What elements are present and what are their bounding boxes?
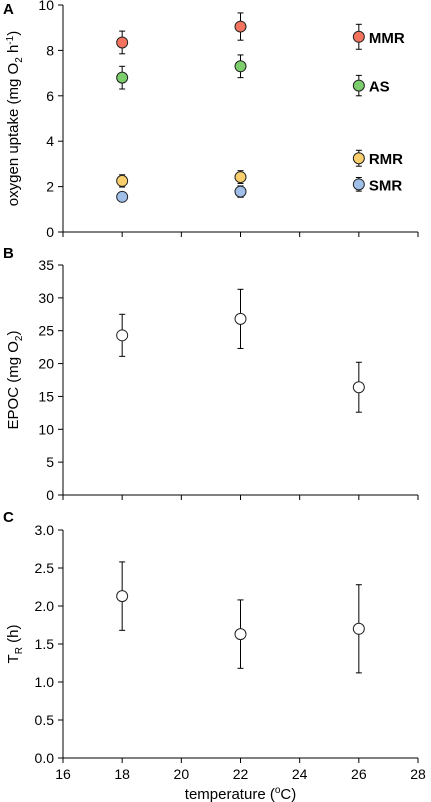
y-tick-label: 4 [46, 133, 54, 149]
panel-letter: B [3, 245, 14, 262]
y-tick-label: 1.0 [35, 674, 55, 690]
legend-rmr-point [352, 152, 365, 165]
x-tick-label: 18 [114, 766, 130, 782]
data-point [116, 329, 129, 342]
y-tick-label: 1.5 [35, 636, 55, 652]
x-tick-label: 26 [351, 766, 367, 782]
mmr-point [234, 20, 247, 33]
y-tick-label: 35 [38, 257, 54, 273]
data-point [352, 622, 365, 635]
y-tick-label: 30 [38, 290, 54, 306]
panel-b: B 0 5 10 15 20 25 30 35 EPOC (mg O2) [3, 245, 419, 503]
legend-as-point [352, 79, 365, 92]
panel-c: C 0.0 0.5 1.0 1.5 2.0 2.5 3.0 16 18 20 22 24 26 28 TR (… [3, 509, 426, 802]
legend-label-as: AS [369, 79, 390, 96]
y-tick-label: 2.0 [35, 598, 55, 614]
as-point [116, 71, 129, 84]
data-point [352, 381, 365, 394]
y-tick-label: 20 [38, 356, 54, 372]
as-point [234, 60, 247, 73]
y-tick-label: 2.5 [35, 560, 55, 576]
data-point [234, 628, 247, 641]
legend-smr-point [352, 178, 365, 191]
y-tick-label: 3.0 [35, 522, 55, 538]
legend-label-smr: SMR [369, 177, 403, 194]
x-tick-label: 22 [233, 766, 249, 782]
legend-mmr-point [352, 30, 365, 43]
x-tick-label: 20 [174, 766, 190, 782]
x-tick-label: 16 [55, 766, 71, 782]
y-tick-label: 6 [46, 88, 54, 104]
panel-letter: C [3, 509, 14, 526]
y-tick-label: 2 [46, 179, 54, 195]
data-point [234, 312, 247, 325]
panel-a: A 0 2 4 6 8 10 oxygen uptake (mg O2 h-1) MMR AS RM… [3, 0, 419, 240]
panel-letter: A [3, 1, 14, 18]
y-axis-label: oxygen uptake (mg O2 h-1) [5, 31, 25, 206]
smr-point [234, 185, 247, 198]
x-tick-label: 24 [292, 766, 308, 782]
y-tick-label: 5 [46, 454, 54, 470]
y-tick-label: 10 [38, 0, 54, 13]
y-tick-label: 0.5 [35, 712, 55, 728]
y-tick-label: 0 [46, 224, 54, 240]
y-tick-label: 25 [38, 323, 54, 339]
y-axis-label: EPOC (mg O2) [5, 331, 25, 430]
data-point [116, 590, 129, 603]
mmr-point [116, 36, 129, 49]
smr-point [116, 190, 129, 203]
y-tick-label: 0.0 [35, 750, 55, 766]
rmr-point [116, 174, 129, 187]
legend-label-rmr: RMR [369, 151, 403, 168]
y-tick-label: 10 [38, 421, 54, 437]
x-tick-label: 28 [410, 766, 426, 782]
legend-label-mmr: MMR [369, 30, 405, 47]
y-tick-label: 0 [46, 487, 54, 503]
y-tick-label: 8 [46, 42, 54, 58]
x-axis-label: temperature (oC) [185, 785, 296, 802]
y-tick-label: 15 [38, 388, 54, 404]
rmr-point [234, 171, 247, 184]
y-axis-label: TR (h) [5, 625, 25, 664]
